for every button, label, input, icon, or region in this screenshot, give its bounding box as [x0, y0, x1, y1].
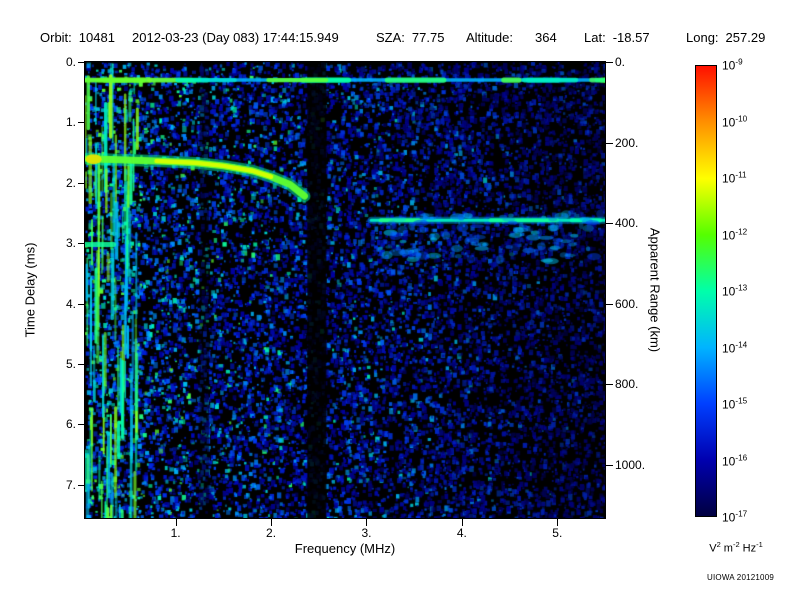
header-long: Long: 257.29: [686, 30, 765, 45]
colorbar-tick-label: 10-17: [722, 509, 748, 525]
long-value: 257.29: [725, 30, 766, 45]
header-sza: SZA: 77.75: [376, 30, 444, 45]
y-left-tick-label: 5.: [65, 356, 76, 371]
altitude-value: 364: [534, 30, 557, 45]
header-lat: Lat: -18.57: [584, 30, 650, 45]
x-tick-label: 3.: [361, 526, 372, 540]
lat-label: Lat:: [584, 30, 606, 45]
x-tick-mark: [271, 519, 273, 526]
colorbar-tick-label: 10-16: [722, 453, 748, 468]
lat-value: -18.57: [612, 30, 650, 45]
colorbar-tick-label: 10-12: [722, 227, 748, 242]
colorbar-tick-label: 10-11: [722, 170, 747, 186]
colorbar-tick-label: 10-13: [722, 283, 748, 299]
y-right-tick-label: 1000.: [615, 457, 646, 472]
x-tick-mark: [175, 519, 177, 526]
y-left-tick-label: 2.: [65, 175, 76, 190]
x-axis-label-frequency: Frequency (MHz): [294, 541, 396, 556]
y-left-tick-label: 7.: [65, 477, 76, 492]
sza-value: 77.75: [411, 30, 445, 45]
y-left-tick-mark: [78, 62, 85, 63]
y-right-tick-label: 0.: [615, 55, 626, 69]
y-left-tick-mark: [78, 303, 85, 305]
y-right-tick-label: 800.: [615, 377, 639, 392]
colorbar-units: V2 m-2 Hz-1: [709, 540, 763, 555]
y-left-tick-label: 1.: [65, 115, 76, 130]
long-label: Long:: [686, 30, 719, 45]
y-left-tick-mark: [78, 363, 85, 365]
spectrogram-canvas: [85, 62, 605, 518]
x-tick-label: 5.: [552, 526, 563, 540]
orbit-value: 10481: [78, 30, 115, 45]
header-datetime: 2012-03-23 (Day 083) 17:44:15.949: [132, 30, 339, 45]
datetime-value: 2012-03-23 (Day 083) 17:44:15.949: [132, 30, 339, 45]
y-left-tick-mark: [78, 182, 85, 184]
x-tick-mark: [557, 519, 559, 526]
y-left-tick-label: 6.: [65, 417, 76, 432]
y-axis-label-apparent-range: Apparent Range (km): [647, 227, 663, 353]
y-left-tick-mark: [78, 484, 85, 486]
x-tick-label: 1.: [170, 526, 181, 540]
y-left-tick-label: 4.: [65, 296, 76, 311]
y-right-tick-mark: [606, 384, 613, 386]
credit-text: UIOWA 20121009: [707, 573, 774, 582]
x-tick-mark: [366, 519, 368, 526]
y-right-tick-label: 400.: [615, 216, 639, 231]
colorbar: [695, 65, 717, 517]
x-tick-mark: [461, 519, 463, 526]
colorbar-tick-label: 10-9: [722, 57, 743, 73]
y-axis-label-time-delay: Time Delay (ms): [22, 242, 38, 338]
colorbar-tick-label: 10-15: [722, 396, 748, 412]
x-tick-label: 4.: [456, 526, 467, 540]
y-right-tick-label: 200.: [615, 135, 639, 150]
orbit-label: Orbit:: [40, 30, 72, 45]
x-tick-label: 2.: [266, 526, 277, 540]
y-left-tick-mark: [78, 243, 85, 245]
header-altitude: Altitude: 364: [466, 30, 557, 45]
y-right-tick-mark: [606, 142, 613, 144]
y-left-tick-mark: [78, 122, 85, 124]
colorbar-tick-label: 10-10: [722, 114, 748, 129]
altitude-label: Altitude:: [466, 30, 513, 45]
y-left-tick-mark: [78, 424, 85, 426]
y-left-tick-label: 0.: [65, 55, 76, 69]
y-right-tick-mark: [606, 62, 613, 63]
y-right-tick-label: 600.: [615, 296, 639, 311]
sza-label: SZA:: [376, 30, 405, 45]
y-right-tick-mark: [606, 303, 613, 305]
y-right-tick-mark: [606, 464, 613, 466]
y-right-tick-mark: [606, 223, 613, 225]
y-left-tick-label: 3.: [65, 236, 76, 251]
header-orbit: Orbit: 10481: [40, 30, 115, 45]
colorbar-tick-label: 10-14: [722, 340, 748, 355]
